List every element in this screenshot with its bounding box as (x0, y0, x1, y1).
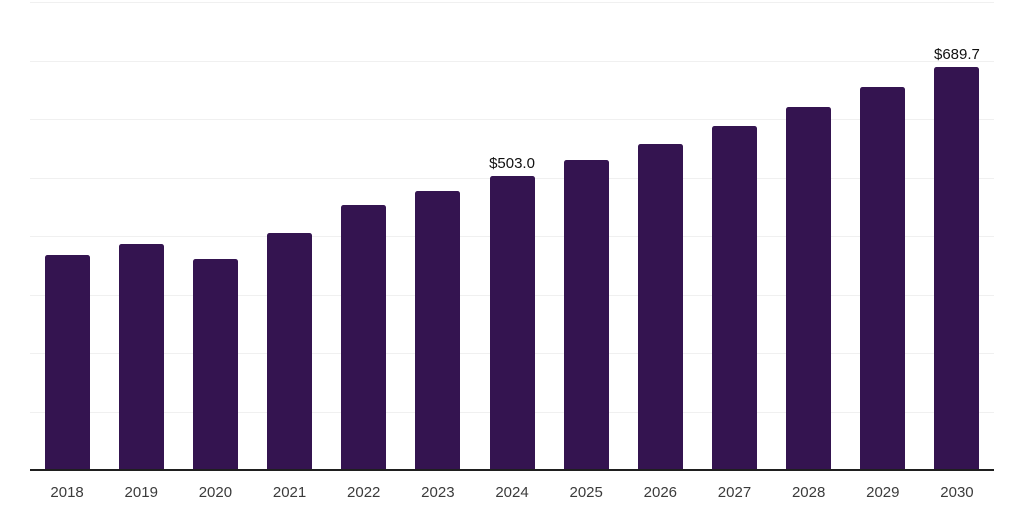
bar-slot-2027 (697, 2, 771, 470)
bar-slot-2028 (772, 2, 846, 470)
bar-slot-2022 (327, 2, 401, 470)
plot-area: $503.0 $689.7 (30, 2, 994, 471)
bar-slot-2024: $503.0 (475, 2, 549, 470)
bar-2024 (489, 175, 535, 470)
bar-slot-2018 (30, 2, 104, 470)
gridline (30, 60, 994, 62)
x-axis-label-2021: 2021 (272, 484, 307, 501)
x-axis-label-2028: 2028 (791, 484, 826, 501)
bar-2025 (563, 159, 609, 470)
bar-2022 (341, 205, 387, 470)
x-axis-label-2024: 2024 (495, 484, 529, 501)
bar-slot-2023 (401, 2, 475, 470)
bar-slot-2025 (549, 2, 623, 470)
bar-value-label-2030: $689.7 (934, 45, 980, 63)
x-axis-labels: 2018 2019 2020 2021 2022 2023 2024 2025 2026 2027… (30, 480, 994, 505)
x-axis-line (30, 469, 994, 471)
gridline (30, 2, 994, 3)
gridline (30, 119, 994, 120)
bar-slot-2019 (104, 2, 178, 470)
bar-slot-2029 (846, 2, 920, 470)
bar-2021 (267, 233, 313, 470)
bar-2030 (934, 66, 980, 470)
bar-slot-2026 (623, 2, 697, 470)
x-axis-label-2029: 2029 (866, 484, 900, 501)
x-axis-label-2019: 2019 (124, 484, 158, 501)
x-axis-label-2020: 2020 (198, 484, 233, 501)
bars-layer: $503.0 $689.7 (30, 2, 994, 470)
bar-slot-2020 (178, 2, 252, 470)
bar-2027 (711, 126, 757, 470)
bar-2023 (415, 190, 461, 470)
bar-2020 (192, 258, 238, 470)
bar-2028 (786, 107, 832, 470)
bar-2026 (637, 143, 683, 470)
bar-slot-2021 (252, 2, 326, 470)
bar-value-label-2024: $503.0 (489, 154, 535, 172)
x-axis-label-2022: 2022 (347, 484, 381, 501)
x-axis-label-2025: 2025 (569, 484, 603, 501)
x-axis-label-2023: 2023 (421, 484, 455, 501)
bar-2029 (860, 87, 906, 470)
bar-2019 (118, 244, 164, 470)
bar-2018 (44, 255, 90, 470)
x-axis-label-2018: 2018 (50, 484, 84, 501)
x-axis-label-2027: 2027 (717, 484, 752, 501)
bar-slot-2030: $689.7 (920, 2, 994, 470)
x-axis-label-2030: 2030 (940, 484, 974, 501)
x-axis-label-2026: 2026 (643, 484, 678, 501)
